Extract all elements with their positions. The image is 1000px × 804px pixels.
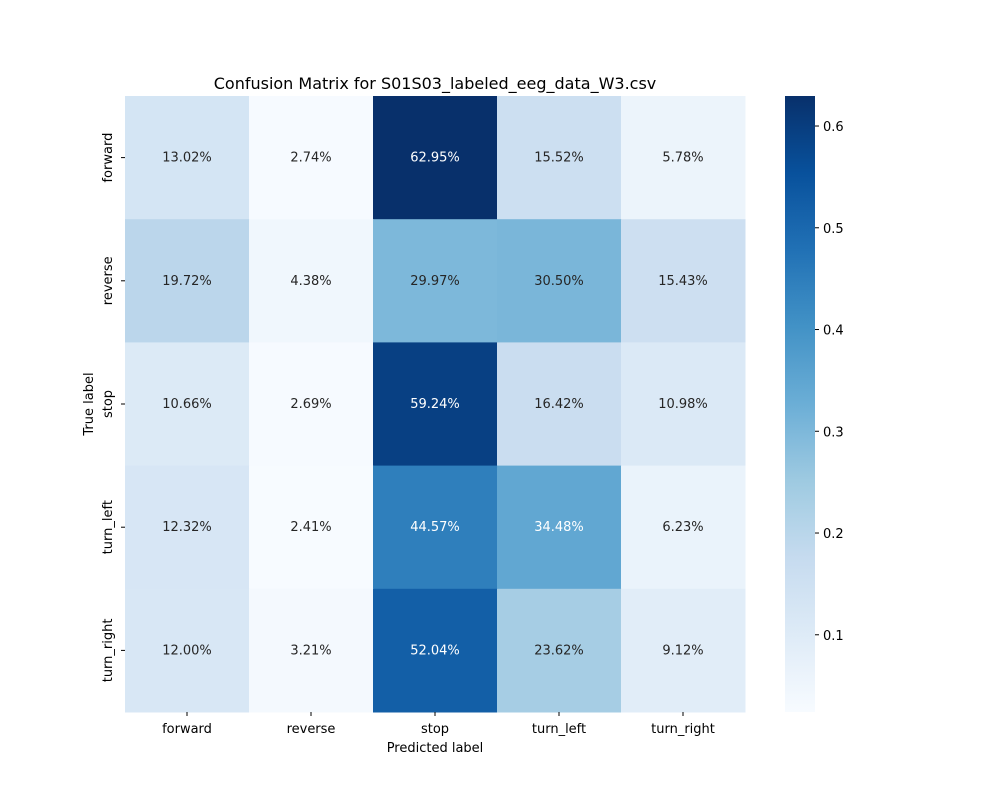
colorbar-tick-label: 0.3: [823, 425, 844, 440]
cell-annotation: 10.66%: [162, 397, 212, 412]
y-tick-label: turn_left: [101, 500, 116, 554]
heatmap-cell: [125, 588, 250, 713]
x-tick-label: turn_left: [532, 722, 586, 737]
cell-annotation: 12.32%: [162, 520, 212, 535]
cell-annotation: 59.24%: [410, 397, 460, 412]
cell-annotation: 19.72%: [162, 274, 212, 289]
heatmap-cell: [373, 465, 498, 590]
heatmap-cell: [621, 342, 746, 467]
heatmap-cell: [249, 465, 374, 590]
x-ticks: forward reverse stop turn_left turn_right: [162, 712, 715, 737]
heatmap-cell: [125, 342, 250, 467]
cell-annotation: 44.57%: [410, 520, 460, 535]
heatmap-cell: [125, 219, 250, 343]
cell-annotation: 34.48%: [534, 520, 584, 535]
colorbar-tick-label: 0.1: [823, 629, 844, 644]
heatmap-cell: [249, 342, 374, 467]
cell-annotation: 2.74%: [290, 151, 331, 166]
cell-annotation: 3.21%: [290, 643, 331, 658]
colorbar: [785, 96, 815, 712]
cell-annotation: 15.43%: [658, 274, 708, 289]
y-tick-label: forward: [101, 133, 116, 183]
cell-annotation: 6.23%: [662, 520, 703, 535]
y-tick-label: turn_right: [101, 619, 116, 683]
heatmap-cell: [373, 588, 498, 713]
colorbar-ticks: 0.1 0.2 0.3 0.4 0.5 0.6: [815, 120, 844, 644]
cell-annotation: 10.98%: [658, 397, 708, 412]
y-axis-label: True label: [82, 372, 97, 436]
heatmap-cell: [621, 465, 746, 590]
cell-annotation: 15.52%: [534, 151, 584, 166]
heatmap-cell: [621, 96, 746, 220]
x-tick-label: turn_right: [651, 722, 715, 737]
heatmap-cell: [497, 342, 622, 467]
y-tick-label: reverse: [101, 256, 116, 305]
colorbar-tick-label: 0.4: [823, 324, 844, 339]
cell-annotation: 30.50%: [534, 274, 584, 289]
x-tick-label: forward: [162, 722, 212, 737]
cell-annotation: 52.04%: [410, 643, 460, 658]
cell-annotation: 9.12%: [662, 643, 703, 658]
cell-annotation: 4.38%: [290, 274, 331, 289]
heatmap-cell: [373, 342, 498, 467]
heatmap-cell: [249, 588, 374, 713]
colorbar-tick-label: 0.2: [823, 527, 844, 542]
heatmap-cell: [497, 96, 622, 220]
cell-annotation: 29.97%: [410, 274, 460, 289]
heatmap-cell: [497, 465, 622, 590]
heatmap-cell: [621, 219, 746, 343]
heatmap-cell: [249, 96, 374, 220]
heatmap-cell: [621, 588, 746, 713]
heatmap-cell: [373, 96, 498, 220]
cell-annotation: 2.41%: [290, 520, 331, 535]
y-tick-label: stop: [101, 390, 116, 418]
heatmap-cell: [249, 219, 374, 343]
x-tick-label: stop: [421, 722, 449, 737]
cell-annotation: 2.69%: [290, 397, 331, 412]
heatmap-cell: [125, 465, 250, 590]
cell-annotation: 62.95%: [410, 151, 460, 166]
heatmap-cell: [373, 219, 498, 343]
cell-annotation: 13.02%: [162, 151, 212, 166]
cell-annotation: 12.00%: [162, 643, 212, 658]
chart-title: Confusion Matrix for S01S03_labeled_eeg_…: [214, 74, 657, 94]
heatmap-cell: [125, 96, 250, 220]
heatmap-cell: [497, 588, 622, 713]
colorbar-tick-label: 0.5: [823, 222, 844, 237]
y-ticks: forward reverse stop turn_left turn_right: [101, 133, 125, 683]
cell-annotation: 5.78%: [662, 151, 703, 166]
heatmap-cell: [497, 219, 622, 343]
cell-annotation: 23.62%: [534, 643, 584, 658]
x-axis-label: Predicted label: [387, 741, 484, 756]
x-tick-label: reverse: [287, 722, 336, 737]
colorbar-tick-label: 0.6: [823, 120, 844, 135]
heatmap-cells: 13.02% 2.74% 62.95% 15.52% 5.78% 19.72% 4.38% 2…: [125, 96, 746, 713]
cell-annotation: 16.42%: [534, 397, 584, 412]
